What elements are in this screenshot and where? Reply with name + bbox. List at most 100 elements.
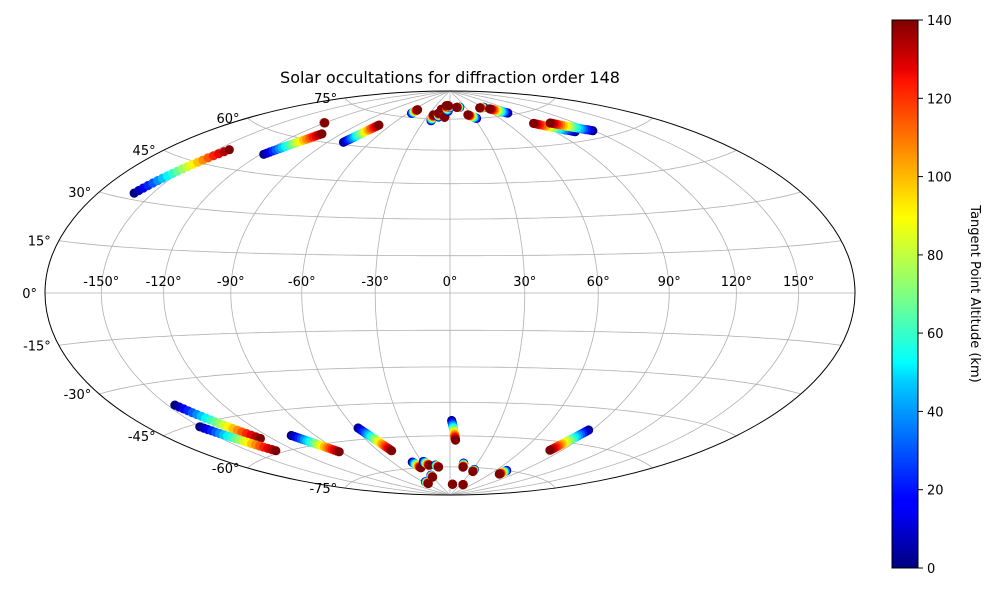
colorbar-tick-label: 20 [927,484,944,499]
occultation-track [458,480,468,490]
latitude-tick-label: 75° [314,92,337,107]
longitude-tick-label: -30° [361,275,389,290]
latitude-tick-label: 0° [22,287,37,302]
latitude-tick-label: -15° [23,339,51,354]
colorbar-tick-label: 140 [927,14,952,29]
occultation-track [452,102,465,112]
occultation-track [430,460,444,472]
track-point [458,480,468,490]
track-point [413,105,423,115]
track-point [458,462,468,472]
occultation-track [259,129,327,159]
parallel-line [344,97,556,120]
track-point [475,103,485,113]
colorbar-tick-label: 120 [927,92,952,107]
occultation-track [129,145,234,198]
track-point [320,118,330,128]
track-point [224,145,234,155]
occultation-track [286,430,344,457]
parallel-line [99,366,801,395]
latitude-tick-label: -75° [309,482,337,497]
parallel-line [58,240,842,257]
occultation-track [485,104,513,118]
track-point [387,446,397,456]
occultation-track [443,101,455,113]
colorbar-tick-label: 100 [927,171,952,186]
longitude-tick-label: -60° [288,275,316,290]
colorbar-gradient [891,19,919,569]
occultation-track [468,464,479,477]
track-point [452,102,462,112]
occultation-track [418,456,434,470]
track-point [447,479,458,489]
map-grid [45,90,855,496]
latitude-tick-label: -45° [128,430,156,445]
longitude-tick-label: -120° [146,275,182,290]
latitude-tick-label: 60° [216,112,239,127]
occultation-track [319,118,330,128]
parallel-line [247,117,653,151]
occultation-track [447,415,461,445]
parallel-line [99,191,801,220]
occultation-track [458,458,469,472]
colorbar-tick-label: 80 [927,249,944,264]
longitude-tick-label: 150° [783,275,814,290]
parallel-line [163,401,737,437]
colorbar-tick-label: 0 [927,562,935,577]
occultation-track [494,465,512,479]
parallel-line [247,435,653,469]
longitude-tick-labels: -150° -120° -90° -60° -30° 0° 30° 60° 90° 120° 150… [83,275,814,290]
longitude-tick-label: 30° [513,275,536,290]
occultation-track [195,422,281,456]
latitude-tick-label: 45° [133,144,156,159]
occultation-track [463,110,482,123]
latitude-tick-labels: 75° 60° 45° 30° 15° 0° -15° -30° -45° -60° -75° [22,92,337,497]
track-point [545,445,555,455]
track-point [529,118,539,128]
colorbar-ticks: 0 20 40 60 80 100 120 140 [918,14,952,577]
longitude-tick-label: -90° [217,275,245,290]
longitude-tick-label: 60° [587,275,610,290]
longitude-tick-label: 0° [443,275,458,290]
parallel-line [344,466,556,489]
track-point [485,104,495,114]
track-point [494,469,504,479]
track-point [463,110,473,120]
latitude-tick-label: -60° [212,462,240,477]
colorbar-tick-label: 60 [927,327,944,342]
track-point [468,466,478,477]
parallel-line [163,149,737,185]
colorbar-label: Tangent Point Altitude (km) [967,204,982,382]
occultation-tracks [129,101,598,490]
longitude-tick-label: 120° [721,275,752,290]
colorbar-tick-label: 40 [927,405,944,420]
occultation-track [426,470,438,482]
latitude-tick-label: -30° [64,388,92,403]
occultation-track [353,423,397,456]
track-point [545,118,555,128]
occultation-track [170,400,265,444]
latitude-tick-label: 30° [68,186,91,201]
chart-title: Solar occultations for diffraction order… [280,68,620,87]
parallel-line [58,329,842,346]
longitude-tick-label: 90° [658,275,681,290]
track-point [428,472,438,482]
track-point [374,120,384,130]
occultation-track [545,118,598,136]
colorbar: 0 20 40 60 80 100 120 140 Tangent Point Altitud… [891,14,982,577]
latitude-tick-label: 15° [28,235,51,250]
occultation-track [407,105,423,118]
occultation-track [338,120,384,147]
track-point [443,101,453,111]
longitude-tick-label: -150° [83,275,119,290]
track-point [255,433,265,444]
track-point [271,446,281,456]
track-point [434,462,444,472]
track-point [317,129,327,139]
occultation-track [545,425,594,455]
map-boundary [44,90,856,496]
track-point [450,435,461,445]
track-point [334,447,344,457]
occultation-track [447,479,458,489]
